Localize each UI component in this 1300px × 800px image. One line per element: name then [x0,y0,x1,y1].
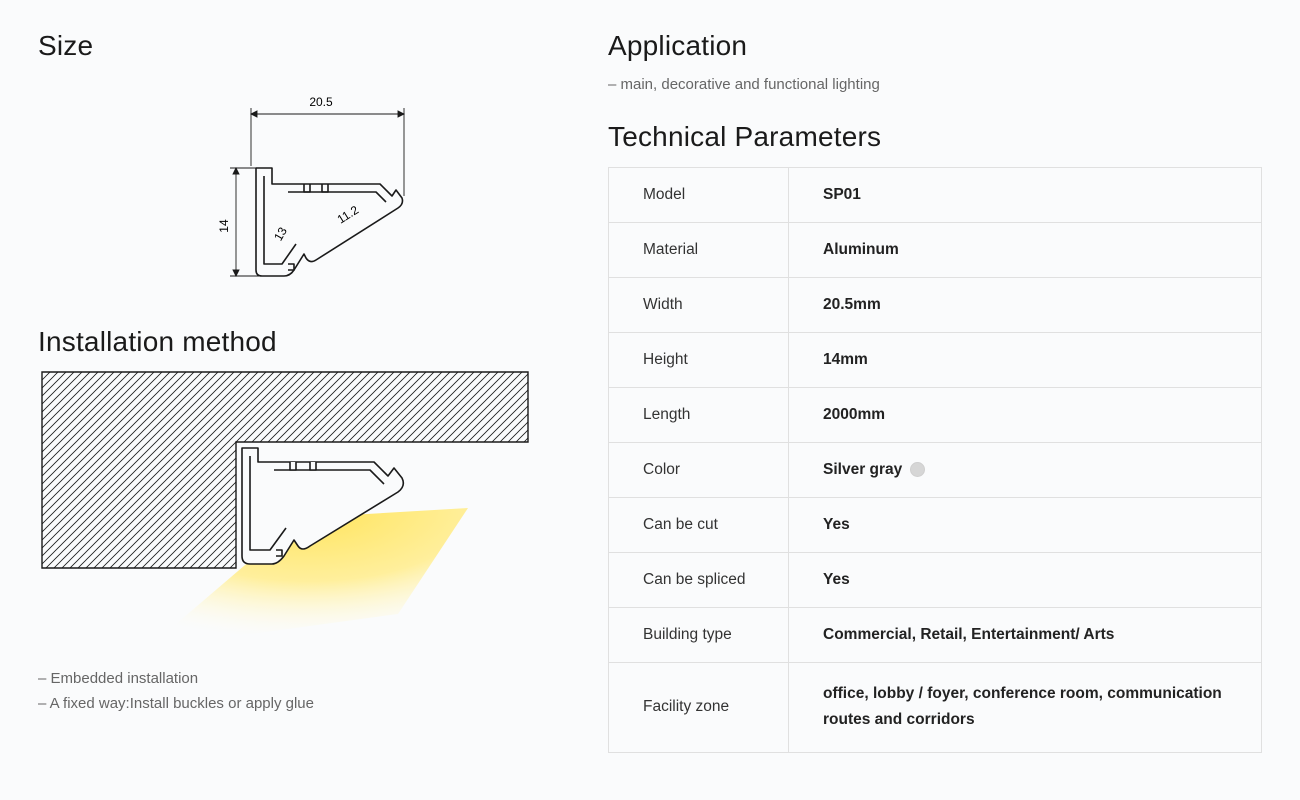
param-label: Color [609,443,789,498]
param-value: office, lobby / foyer, conference room, … [789,663,1262,753]
table-row: Height14mm [609,333,1262,388]
table-row: Facility zoneoffice, lobby / foyer, conf… [609,663,1262,753]
application-note: – main, decorative and functional lighti… [608,76,1262,93]
param-value: 14mm [789,333,1262,388]
table-row: Can be cutYes [609,498,1262,553]
tech-params-table: ModelSP01MaterialAluminumWidth20.5mmHeig… [608,167,1262,753]
param-value: 20.5mm [789,278,1262,333]
installation-section: Installation method [38,326,568,712]
table-row: Can be splicedYes [609,553,1262,608]
dim-inner1: 13 [271,224,290,243]
param-value: SP01 [789,168,1262,223]
table-row: Width20.5mm [609,278,1262,333]
table-row: Length2000mm [609,388,1262,443]
param-label: Facility zone [609,663,789,753]
param-value: Yes [789,553,1262,608]
size-section: Size 20.5 [38,30,568,306]
param-label: Height [609,333,789,388]
param-value: Commercial, Retail, Entertainment/ Arts [789,608,1262,663]
param-label: Can be spliced [609,553,789,608]
installation-diagram [38,368,533,658]
param-value: 2000mm [789,388,1262,443]
table-row: ModelSP01 [609,168,1262,223]
install-note-1: – A fixed way:Install buckles or apply g… [38,695,568,712]
install-note-0: – Embedded installation [38,670,568,687]
color-swatch [910,462,925,477]
param-label: Can be cut [609,498,789,553]
param-label: Model [609,168,789,223]
size-diagram: 20.5 14 [38,76,533,306]
tech-heading: Technical Parameters [608,121,1262,153]
installation-heading: Installation method [38,326,568,358]
dim-height: 14 [217,219,231,233]
param-value: Aluminum [789,223,1262,278]
table-row: Building typeCommercial, Retail, Enterta… [609,608,1262,663]
size-heading: Size [38,30,568,62]
param-label: Length [609,388,789,443]
dim-inner2: 11.2 [334,203,361,227]
table-row: MaterialAluminum [609,223,1262,278]
param-label: Building type [609,608,789,663]
tech-params-section: Technical Parameters ModelSP01MaterialAl… [608,121,1262,753]
dim-width: 20.5 [309,95,333,109]
application-heading: Application [608,30,1262,62]
param-value: Silver gray [789,443,1262,498]
table-row: ColorSilver gray [609,443,1262,498]
application-section: Application – main, decorative and funct… [608,30,1262,93]
param-label: Width [609,278,789,333]
param-label: Material [609,223,789,278]
param-value: Yes [789,498,1262,553]
